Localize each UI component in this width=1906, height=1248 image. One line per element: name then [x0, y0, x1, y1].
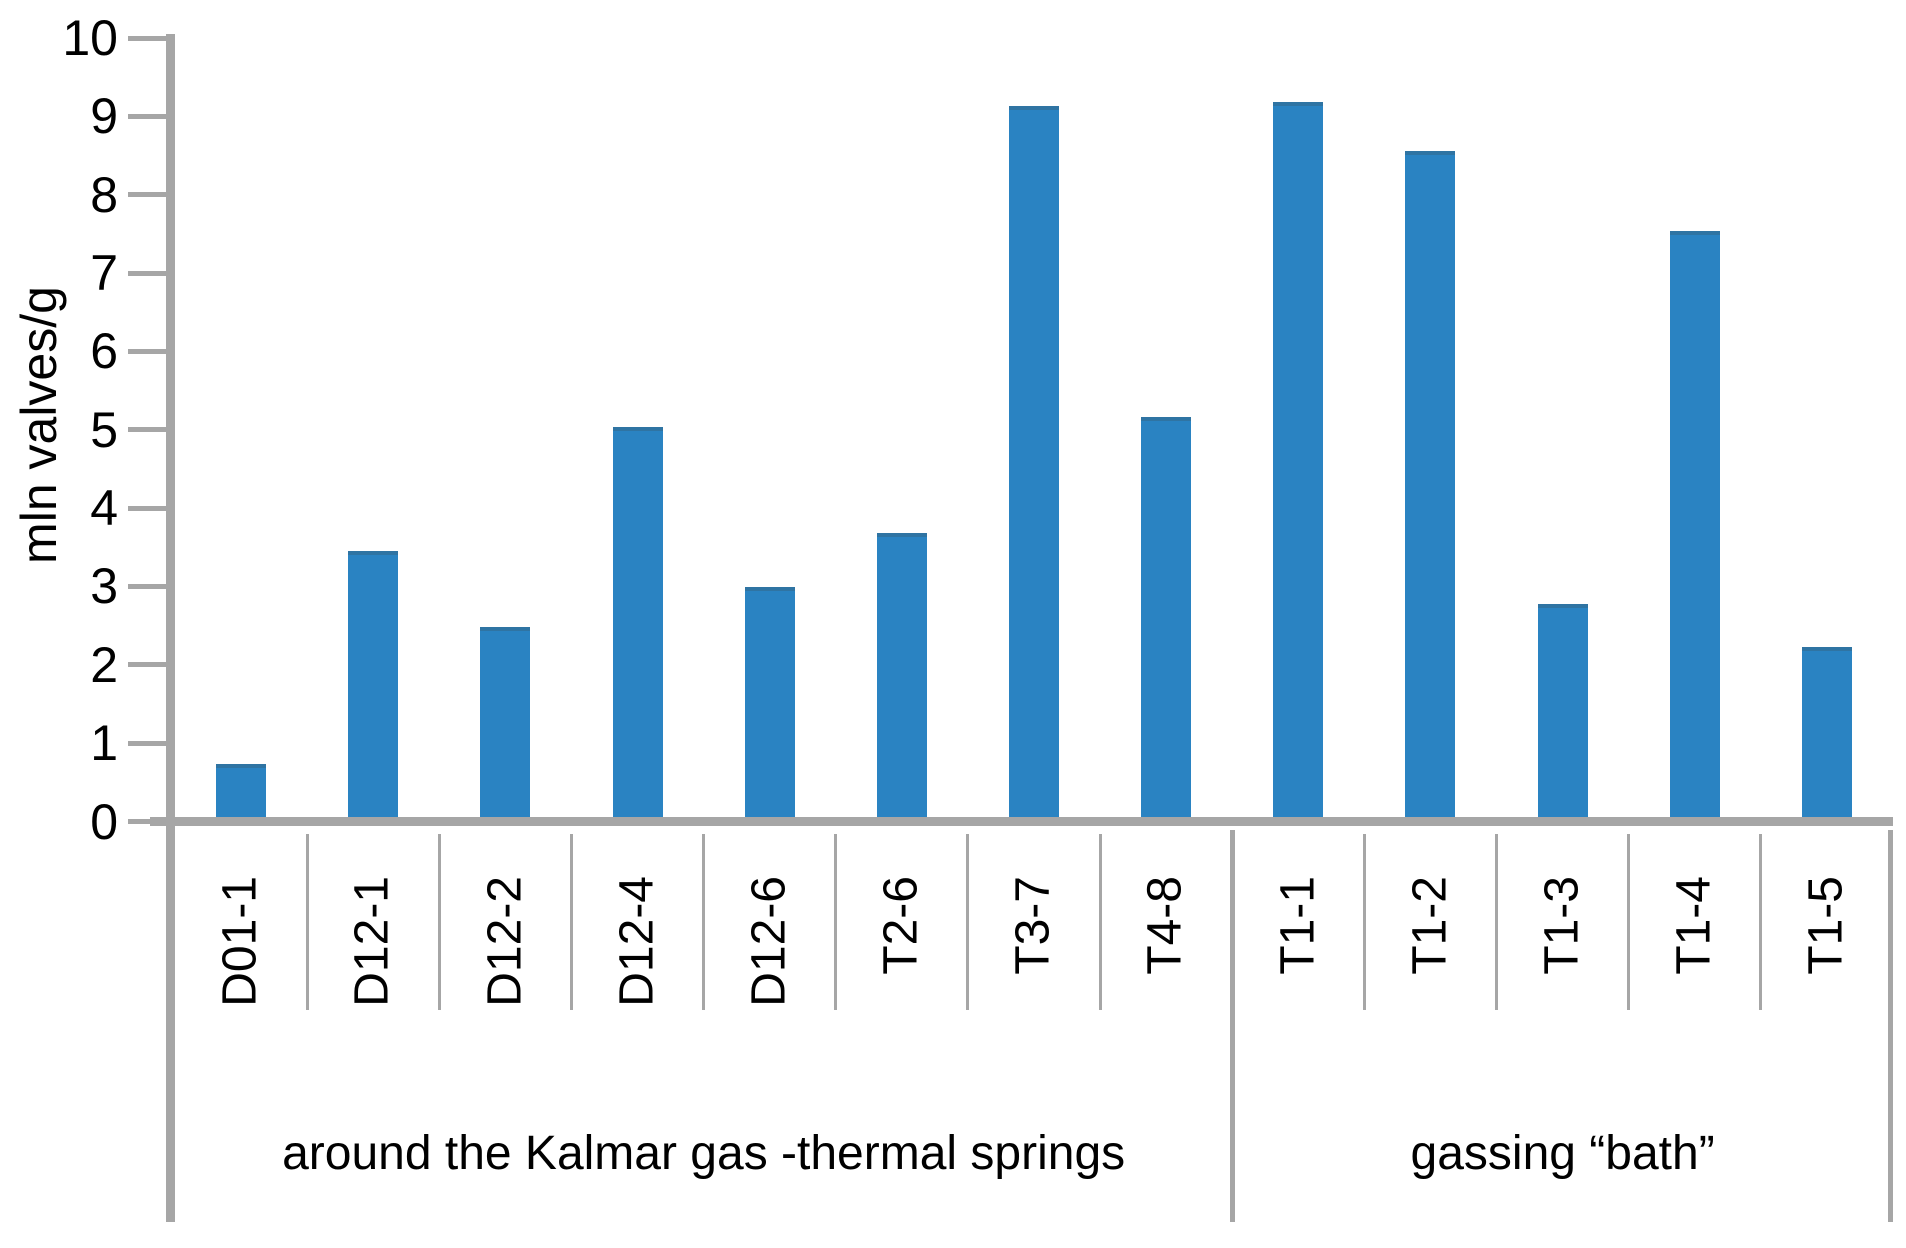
- category-label-T1-2: T1-2: [1403, 876, 1457, 975]
- bar-T3-7: [1009, 106, 1059, 817]
- category-label-T2-6: T2-6: [874, 876, 928, 975]
- y-tick-label: 4: [90, 480, 118, 537]
- y-axis-line: [166, 34, 175, 1222]
- x-axis-line: [150, 817, 1893, 826]
- category-label-T1-5: T1-5: [1799, 876, 1853, 975]
- bar-T4-8: [1141, 417, 1192, 817]
- bar-T1-5: [1801, 646, 1852, 817]
- bar-T2-6: [876, 533, 927, 817]
- category-label-D12-1: D12-1: [346, 876, 400, 1007]
- category-label-T1-4: T1-4: [1667, 876, 1721, 975]
- bar-D01-1: [216, 763, 267, 817]
- y-tick-mark: [128, 505, 166, 511]
- bar-D12-4: [612, 426, 663, 817]
- bar-T1-1: [1273, 101, 1324, 817]
- y-tick-label: 1: [90, 715, 118, 772]
- category-divider-line: [1495, 834, 1499, 1010]
- y-tick-mark: [128, 427, 166, 433]
- category-divider-line: [966, 834, 970, 1010]
- bar-T1-2: [1405, 151, 1456, 817]
- y-tick-mark: [128, 348, 166, 354]
- category-label-D01-1: D01-1: [214, 876, 268, 1007]
- category-divider-line: [437, 834, 441, 1010]
- y-tick-mark: [128, 35, 166, 41]
- category-label-D12-6: D12-6: [742, 876, 796, 1007]
- group-label-0: around the Kalmar gas -thermal springs: [282, 1127, 1126, 1180]
- group-boundary-line: [1229, 830, 1235, 1222]
- bar-T1-4: [1669, 230, 1720, 817]
- y-tick-mark: [128, 662, 166, 668]
- bar-D12-6: [744, 586, 795, 817]
- y-tick-mark: [128, 583, 166, 589]
- y-tick-mark: [128, 192, 166, 198]
- y-tick-label: 10: [62, 10, 118, 66]
- group-boundary-line: [1888, 830, 1893, 1222]
- category-divider-line: [702, 834, 706, 1010]
- y-tick-label: 8: [90, 166, 118, 223]
- y-tick-label: 6: [90, 323, 118, 380]
- y-tick-label: 7: [90, 245, 118, 302]
- group-label-1: gassing “bath”: [1410, 1127, 1715, 1180]
- category-divider-line: [305, 834, 309, 1010]
- category-divider-line: [569, 834, 573, 1010]
- bar-T1-3: [1537, 603, 1588, 817]
- y-tick-mark: [128, 270, 166, 276]
- bar-D12-2: [480, 627, 531, 817]
- category-divider-line: [1362, 834, 1366, 1010]
- y-tick-label: 2: [90, 636, 118, 693]
- category-label-D12-2: D12-2: [478, 876, 532, 1007]
- category-label-T4-8: T4-8: [1139, 876, 1193, 975]
- y-tick-label: 3: [90, 558, 118, 615]
- y-tick-label: 0: [90, 793, 118, 850]
- y-tick-mark: [128, 740, 166, 746]
- category-divider-line: [1627, 834, 1631, 1010]
- y-tick-mark: [128, 819, 166, 824]
- y-tick-mark: [128, 113, 166, 119]
- y-tick-label: 9: [90, 88, 118, 145]
- category-label-T3-7: T3-7: [1007, 876, 1060, 975]
- category-label-T1-3: T1-3: [1535, 876, 1589, 975]
- category-label-D12-4: D12-4: [610, 876, 664, 1007]
- category-divider-line: [834, 834, 838, 1010]
- category-label-T1-1: T1-1: [1271, 876, 1325, 975]
- bar-D12-1: [348, 551, 399, 817]
- category-divider-line: [1098, 834, 1102, 1010]
- category-divider-line: [1759, 834, 1763, 1010]
- y-tick-label: 5: [90, 401, 118, 458]
